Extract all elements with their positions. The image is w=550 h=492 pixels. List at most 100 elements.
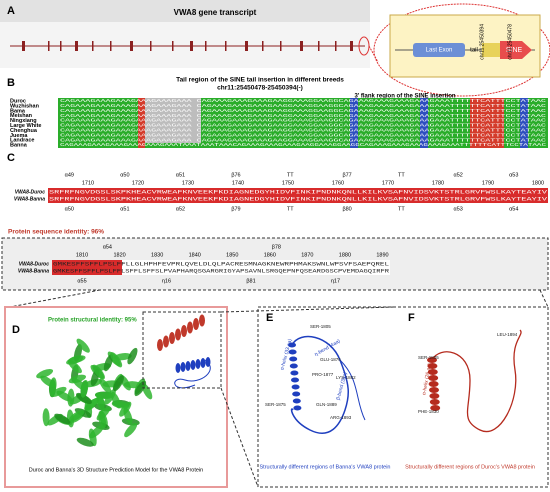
- residue-label: SER-1805: [418, 355, 439, 360]
- helix: [430, 405, 441, 411]
- helix: [428, 375, 439, 381]
- position-number: 1790: [482, 180, 494, 186]
- residue-label: SER-1875: [265, 402, 286, 407]
- breed-name: Large White: [10, 123, 41, 129]
- coord-label: chr11:25450394: [479, 24, 485, 60]
- breeds: Duroc CAGAAAGAAAGAAAGAAAGAAAGAAA CAGAAAGA…: [10, 98, 547, 148]
- alignment-col: [520, 98, 528, 148]
- helix: [113, 375, 124, 392]
- breed-name: Landrace: [10, 138, 34, 144]
- helix: [429, 399, 440, 405]
- secondary-structure: α53: [454, 206, 463, 212]
- secondary-structure: α51: [120, 206, 129, 212]
- zoom-box: [257, 306, 549, 488]
- connector: [539, 289, 549, 308]
- helix: [292, 391, 301, 397]
- sequence: CAGAAAGAAAGAAAGAAAGAAAGAAA CAGAAAGAAAGAA…: [60, 130, 547, 134]
- exon: [280, 41, 282, 51]
- helix: [50, 386, 67, 397]
- helix: [68, 410, 85, 422]
- alignment-col: [350, 98, 358, 148]
- exon: [335, 41, 337, 51]
- helix: [181, 325, 187, 337]
- helix: [288, 349, 297, 355]
- sequence: GMKESFFSFFLPSLFFLSFFLSFFSLPVAPHARQSGARGR…: [53, 268, 389, 274]
- exon: [225, 41, 227, 51]
- e-caption: Structurally different regions of Banna'…: [260, 464, 391, 470]
- breed-name: Meishan: [10, 113, 33, 119]
- helix: [157, 339, 163, 351]
- helix: [76, 437, 94, 447]
- sequence: CAGAAAGAAAGAAAGAAAGAAAGAAA CAGAAAGAAAGAA…: [60, 110, 547, 114]
- helix: [169, 332, 175, 344]
- helix: [428, 381, 439, 387]
- helix: [123, 381, 142, 389]
- alignment-row: 1810 1820 1830 1840 1850 1860 1870 1880 1890 α54 β…: [18, 244, 390, 284]
- sequence: CAGAAAGAAAGAAAGAAAGAAAGAAA CAGAAAGAAAGAA…: [60, 134, 547, 138]
- helix: [291, 384, 300, 390]
- position-number: 1760: [332, 180, 344, 186]
- conserved-block: [48, 188, 548, 203]
- helix: [80, 380, 89, 398]
- loop: [339, 359, 366, 421]
- exon: [262, 41, 264, 51]
- sequence: CAGAAAGAAAGAAAGAAAGAAAGAAA CAGAAAGAAAGAA…: [60, 125, 547, 129]
- secondary-structure: β81: [246, 278, 255, 284]
- helix: [123, 407, 133, 425]
- helix: [185, 361, 191, 371]
- helix: [49, 377, 57, 396]
- position-number: 1720: [132, 180, 144, 186]
- helix: [195, 359, 201, 369]
- seq-identity: Protein sequence identity: 96%: [8, 229, 104, 236]
- sequence: CAGAAAGAAAGAAAGAAAGAAAGAAA CAGAAAGAAAGAA…: [60, 105, 547, 109]
- connector: [368, 45, 379, 63]
- exon: [350, 41, 353, 51]
- exon: [300, 41, 303, 51]
- tail-box: [482, 43, 500, 57]
- exon: [92, 41, 94, 51]
- exon: [130, 41, 133, 51]
- residue-label: LEU-1894: [497, 332, 518, 337]
- loop: [174, 359, 211, 389]
- panel-label: F: [408, 312, 415, 324]
- secondary-structure: η16: [162, 278, 171, 284]
- secondary-structure: α54: [103, 244, 112, 250]
- helix: [111, 401, 130, 409]
- position-number: 1740: [232, 180, 244, 186]
- exon: [150, 41, 152, 51]
- position-number: 1710: [82, 180, 94, 186]
- exon: [60, 41, 62, 51]
- panel-label: D: [12, 324, 20, 336]
- sine-label: SINE: [506, 47, 523, 54]
- position-number: 1750: [282, 180, 294, 186]
- helix: [175, 328, 181, 341]
- gene-title: VWA8 gene transcript: [174, 8, 257, 17]
- position-number: 1840: [189, 252, 201, 258]
- residue-label: GLU-1876: [320, 357, 341, 362]
- position-number: 1730: [182, 180, 194, 186]
- coord-label: chr11:25450478: [507, 24, 513, 60]
- last-exon-label: Last Exon: [426, 48, 453, 54]
- helix: [98, 410, 107, 429]
- breed-name: Wuzhishan: [10, 103, 40, 109]
- sequence: SRFRFNGVDGSLSKPKHEACVRWEAFKNVEEKFKDIAGNE…: [49, 196, 547, 202]
- helix: [42, 408, 50, 427]
- helix: [68, 355, 86, 364]
- position-number: 1850: [226, 252, 238, 258]
- sequence: CAGAAAGAAAGAAAGAAAGAAAGAAA CAGAAAGAAAGAA…: [60, 120, 547, 124]
- helix: [290, 370, 299, 376]
- secondary-structure: η17: [331, 278, 340, 284]
- helix: [429, 393, 440, 399]
- helix: [293, 405, 302, 411]
- exon: [190, 41, 193, 51]
- feature-label: α-helix (26 aa): [421, 363, 433, 396]
- sine-box: [500, 41, 532, 59]
- breed-name: Duroc: [10, 98, 26, 104]
- position-number: 1780: [432, 180, 444, 186]
- secondary-structure: β77: [342, 172, 351, 178]
- secondary-structure: α51: [176, 172, 185, 178]
- tail-label: tail: [470, 48, 478, 54]
- f-caption: Structurally different regions of Duroc'…: [405, 464, 535, 470]
- sequence: CAGAAAGAAAGAAAGAAAGAAAGAAA CAGAAAGAAAGAA…: [60, 115, 547, 119]
- helix: [199, 314, 205, 327]
